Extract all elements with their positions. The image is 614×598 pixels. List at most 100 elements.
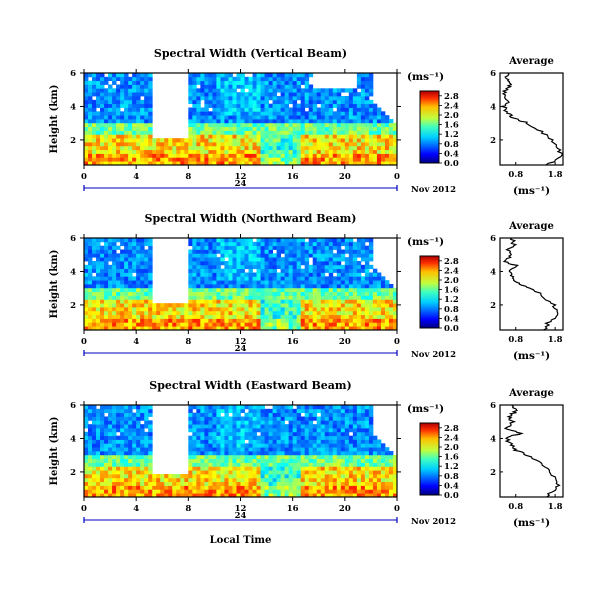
heatmap-cell [300, 80, 306, 85]
heatmap-cell [104, 474, 109, 479]
heatmap-cell [176, 474, 181, 479]
heatmap-cell [140, 435, 145, 440]
heatmap-cell [148, 454, 153, 460]
heatmap-cell [248, 454, 253, 460]
heatmap-cell [244, 420, 249, 425]
heatmap-cell [268, 439, 273, 444]
heatmap-cell [300, 322, 306, 327]
heatmap-cell [352, 295, 358, 300]
heatmap-cell [288, 138, 294, 143]
heatmap-cell [148, 96, 153, 101]
heatmap-cell [128, 238, 133, 243]
heatmap-cell [236, 451, 241, 456]
heatmap-cell [232, 322, 237, 327]
heatmap-cell [204, 76, 209, 82]
heatmap-cell [84, 326, 89, 331]
heatmap-cell [364, 466, 370, 471]
heatmap-cell [252, 257, 257, 262]
heatmap-cell [340, 153, 346, 158]
heatmap-cell [300, 485, 306, 490]
heatmap-cell [84, 458, 89, 463]
heatmap-cell [112, 157, 117, 162]
heatmap-cell [320, 303, 326, 308]
heatmap-cell [192, 161, 197, 166]
heatmap-cell [336, 115, 342, 120]
heatmap-cell [220, 466, 225, 471]
heatmap-cell [196, 466, 201, 471]
heatmap-cell [196, 257, 201, 262]
heatmap-cell [232, 88, 237, 93]
heatmap-cell [132, 405, 137, 410]
heatmap-cell [284, 470, 290, 475]
heatmap-cell [316, 249, 322, 254]
heatmap-cell [96, 249, 101, 254]
heatmap-cell [144, 264, 149, 270]
heatmap-cell [268, 307, 273, 312]
heatmap-cell [388, 134, 394, 139]
heatmap-cell [344, 122, 350, 128]
heatmap-cell [224, 92, 229, 97]
heatmap-cell [96, 276, 101, 281]
heatmap-cell [220, 322, 225, 327]
heatmap-cell [120, 76, 125, 82]
heatmap-cell [212, 268, 217, 273]
heatmap-cell [336, 420, 342, 425]
heatmap-cell [344, 284, 350, 289]
heatmap-cell [100, 119, 105, 124]
heatmap-cell [348, 420, 354, 425]
heatmap-cell [240, 111, 245, 116]
heatmap-cell [232, 107, 237, 112]
heatmap-cell [292, 88, 298, 93]
heatmap-cell [252, 485, 257, 490]
heatmap-cell [132, 462, 137, 467]
heatmap-cell [148, 485, 153, 490]
heatmap-cell [360, 443, 366, 448]
heatmap-cell [132, 280, 137, 285]
heatmap-cell [360, 412, 366, 417]
heatmap-cell [384, 138, 390, 143]
heatmap-cell [288, 268, 294, 273]
heatmap-cell [128, 241, 133, 247]
heatmap-cell [304, 307, 310, 312]
heatmap-cell [92, 103, 97, 108]
heatmap-cell [144, 481, 149, 486]
heatmap-cell [284, 149, 290, 154]
heatmap-cell [392, 161, 398, 166]
heatmap-cell [224, 268, 229, 273]
heatmap-cell [252, 84, 257, 89]
heatmap-cell [300, 458, 306, 463]
heatmap-cell [108, 451, 113, 456]
heatmap-cell [332, 99, 338, 105]
heatmap-cell [296, 443, 302, 448]
heatmap-cell [260, 435, 265, 440]
heatmap-cell [208, 276, 213, 281]
heatmap-cell [316, 408, 322, 414]
heatmap-cell [196, 161, 201, 166]
heatmap-cell [288, 322, 294, 327]
heatmap-cell [300, 326, 306, 331]
heatmap-cell [368, 126, 374, 131]
heatmap-cell [196, 88, 201, 93]
heatmap-cell [292, 130, 298, 135]
heatmap-cell [244, 295, 249, 300]
heatmap-cell [308, 287, 314, 293]
heatmap-cell [100, 489, 105, 494]
heatmap-cell [88, 84, 93, 89]
heatmap-cell [352, 261, 358, 266]
heatmap-cell [156, 310, 161, 316]
heatmap-cell [188, 470, 193, 475]
heatmap-cell [172, 481, 177, 486]
heatmap-cell [168, 145, 173, 151]
heatmap-cell [228, 489, 233, 494]
heatmap-cell [244, 238, 249, 243]
heatmap-cell [368, 307, 374, 312]
heatmap-cell [144, 466, 149, 471]
heatmap-cell [340, 122, 346, 128]
heatmap-cell [224, 73, 229, 78]
heatmap-cell [284, 466, 290, 471]
heatmap-cell [248, 287, 253, 293]
heatmap-cell [136, 405, 141, 410]
heatmap-cell [112, 493, 117, 498]
heatmap-cell [252, 299, 257, 304]
heatmap-cell [316, 272, 322, 277]
